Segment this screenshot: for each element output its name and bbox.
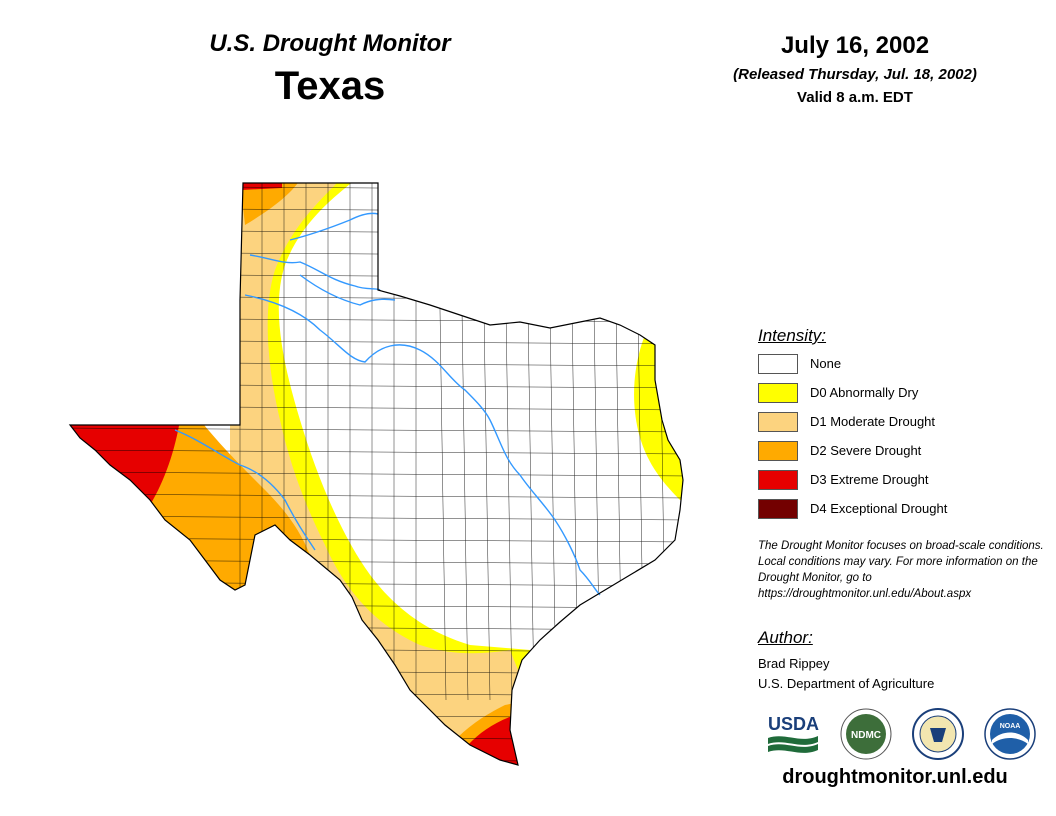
partner-logos: USDA NDMC NOAA: [768, 708, 1036, 760]
legend-swatch: [758, 499, 798, 519]
legend-label: None: [810, 356, 842, 371]
disclaimer-note: The Drought Monitor focuses on broad-sca…: [758, 540, 1044, 600]
legend-label: D4 Exceptional Drought: [810, 501, 948, 516]
legend-swatch: [758, 383, 798, 403]
legend-swatch: [758, 412, 798, 432]
legend-label: D1 Moderate Drought: [810, 414, 936, 429]
svg-text:NDMC: NDMC: [851, 730, 881, 741]
author-heading: Author:: [758, 628, 813, 647]
legend-label: D0 Abnormally Dry: [810, 385, 919, 400]
release-date: (Released Thursday, Jul. 18, 2002): [733, 66, 977, 83]
region-title: Texas: [274, 64, 386, 108]
map-date: July 16, 2002: [780, 32, 930, 59]
drought-layer: [70, 183, 683, 765]
author-name: Brad Rippey: [758, 656, 830, 671]
legend-title: Intensity:: [758, 326, 827, 345]
legend-label: D2 Severe Drought: [810, 443, 922, 458]
usda-logo: USDA: [768, 714, 819, 753]
monitor-title: U.S. Drought Monitor: [209, 30, 451, 57]
valid-time: Valid 8 a.m. EDT: [797, 89, 913, 106]
legend-label: D3 Extreme Drought: [810, 472, 929, 487]
legend-swatch: [758, 354, 798, 374]
ndmc-logo: NDMC: [840, 708, 892, 760]
rivers: [174, 212, 601, 596]
legend-swatch: [758, 470, 798, 490]
author-organization: U.S. Department of Agriculture: [758, 676, 935, 691]
commerce-seal-icon: [912, 708, 964, 760]
noaa-logo: NOAA: [984, 708, 1036, 760]
texas-drought-map: [69, 182, 684, 766]
site-url[interactable]: droughtmonitor.unl.edu: [782, 766, 1008, 788]
svg-text:NOAA: NOAA: [1000, 723, 1021, 730]
legend-swatch: [758, 441, 798, 461]
svg-text:USDA: USDA: [768, 714, 819, 734]
